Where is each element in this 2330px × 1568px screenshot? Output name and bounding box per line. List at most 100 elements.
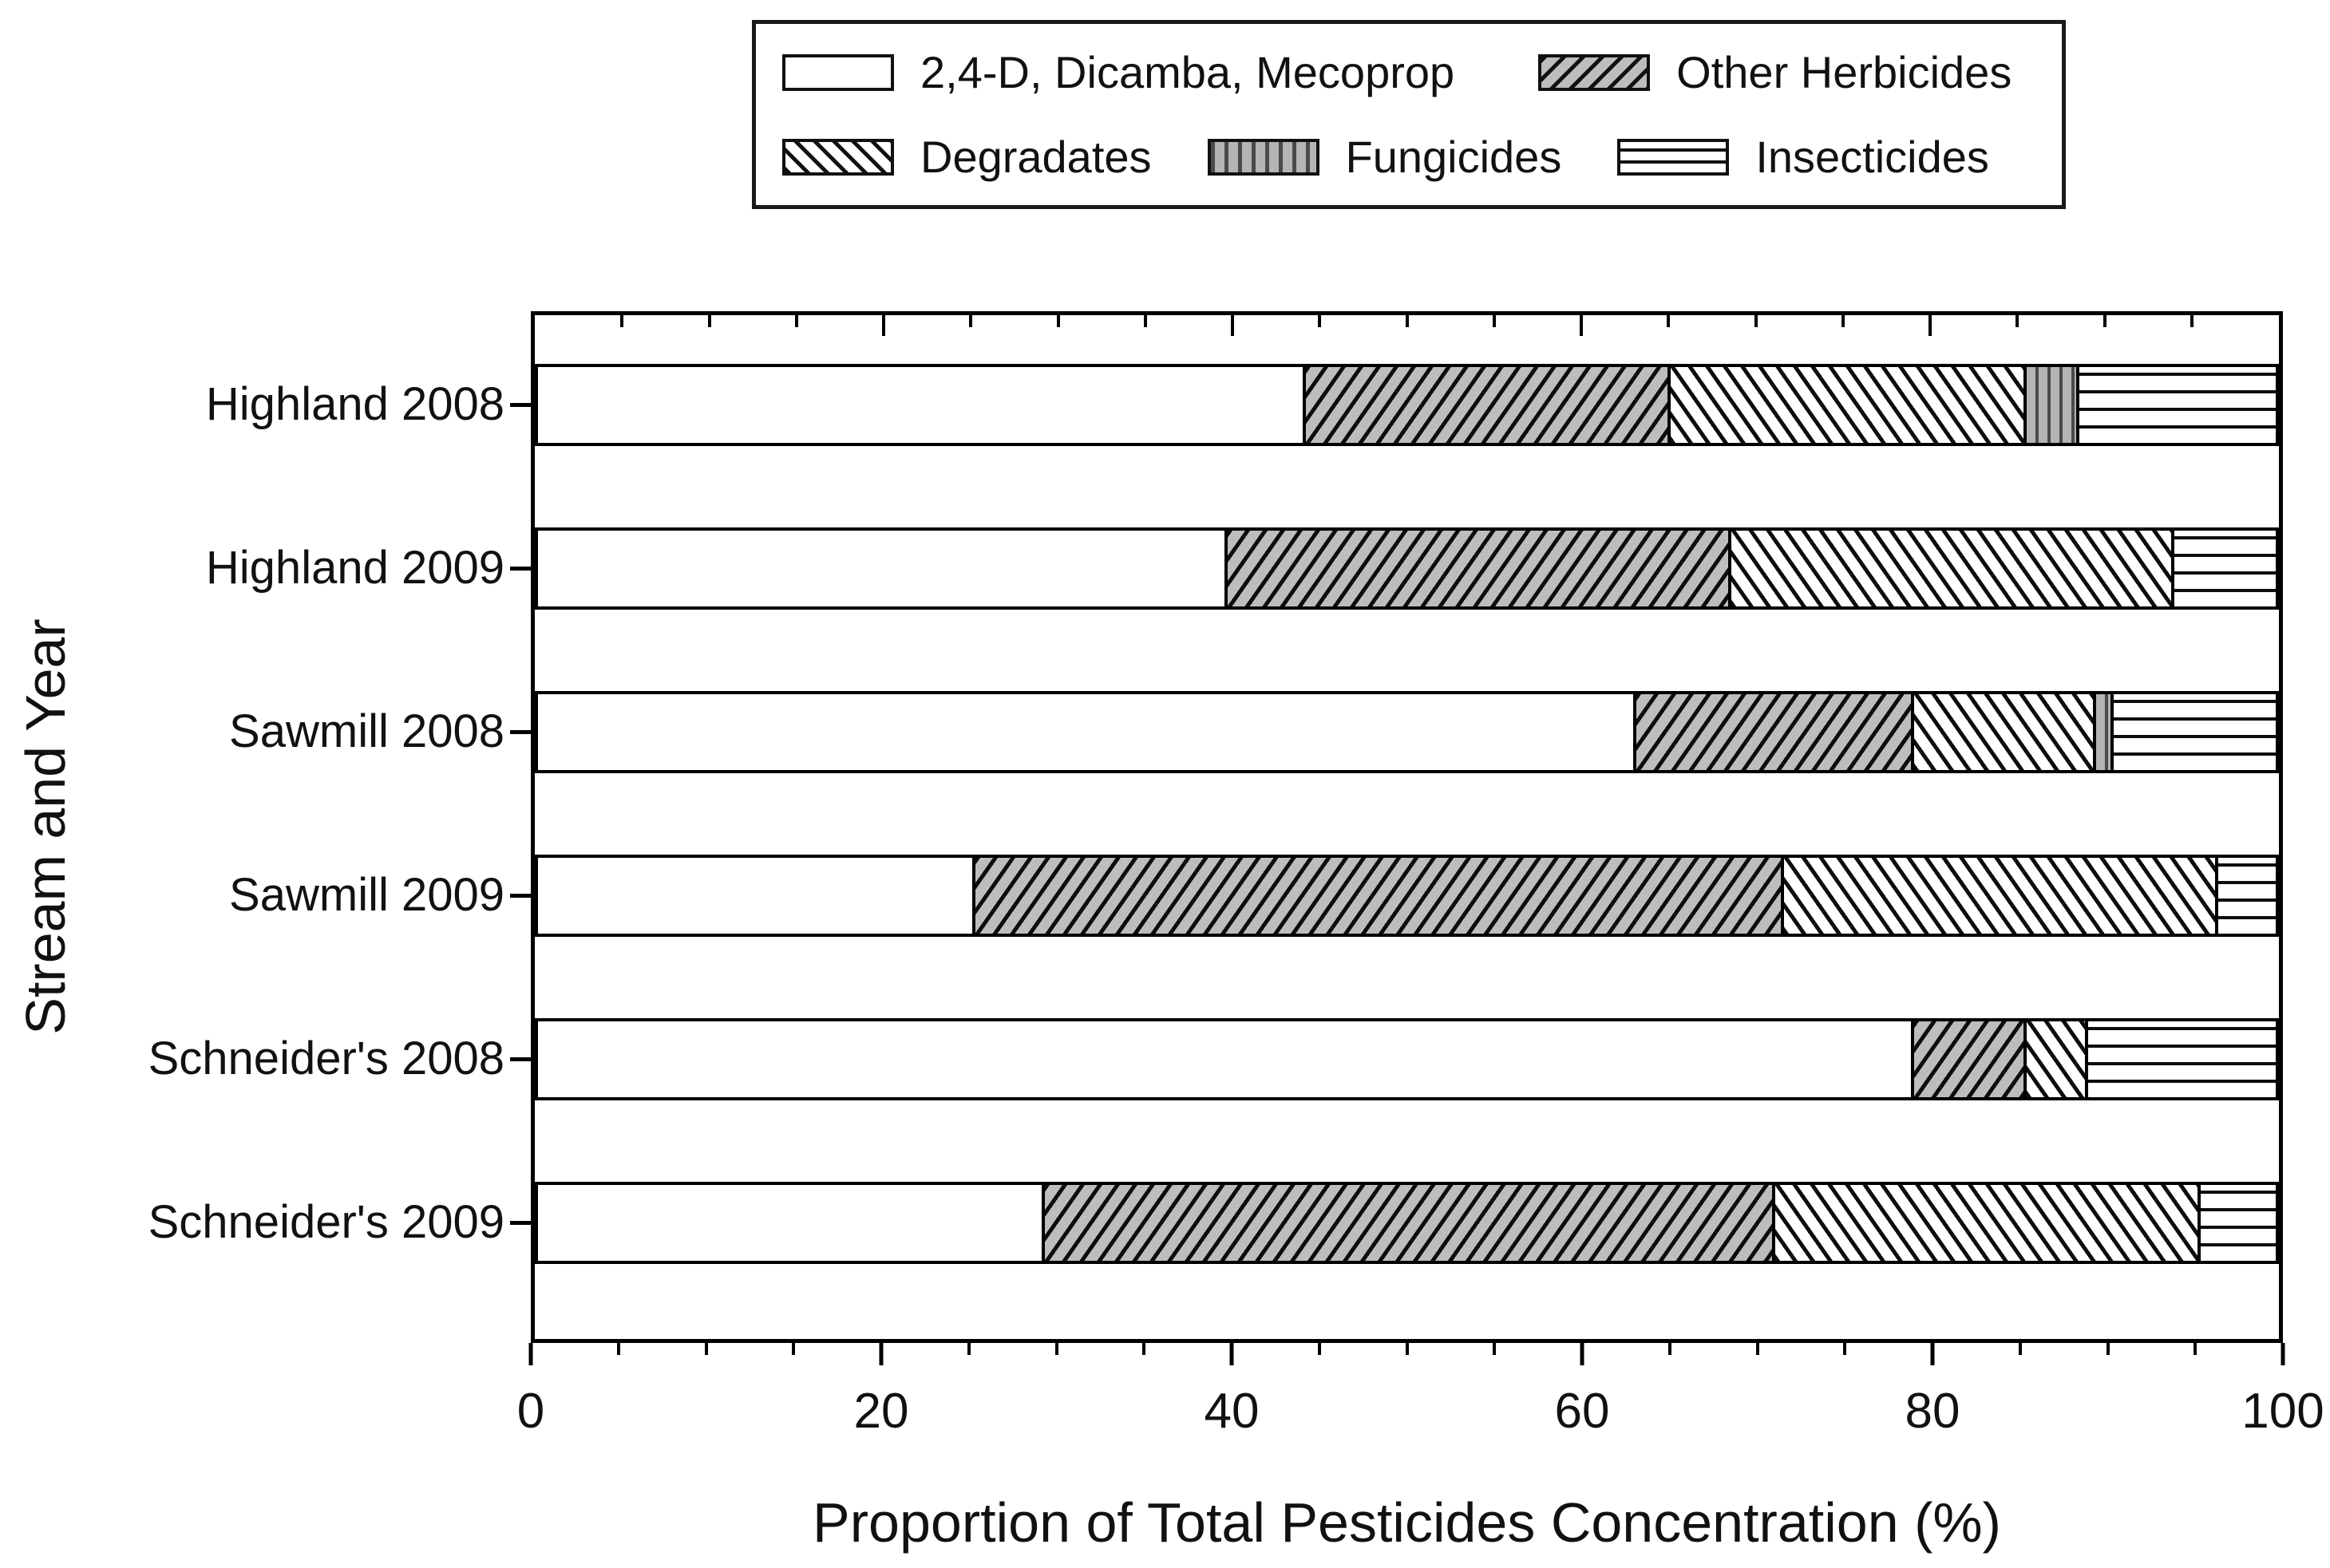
bars-layer xyxy=(535,315,2279,1339)
top-axis-tick xyxy=(1405,315,1409,327)
legend-swatch-other-herbicides xyxy=(1538,53,1651,91)
bar-segment-degradates xyxy=(1910,693,2094,770)
bar-segment-degradates xyxy=(1728,530,2172,606)
bar-segment-2-4-d-dicamba-mecoprop xyxy=(538,530,1224,606)
bar-segment-2-4-d-dicamba-mecoprop xyxy=(538,1021,1911,1097)
top-axis-tick xyxy=(794,315,798,327)
x-axis-tick-label: 0 xyxy=(516,1384,545,1439)
x-axis-tick xyxy=(1843,1343,1847,1355)
x-axis-tick xyxy=(1405,1343,1409,1355)
top-axis-tick xyxy=(1841,315,1845,327)
top-axis-tick xyxy=(1056,315,1060,327)
category-label-schneider-s-2008: Schneider's 2008 xyxy=(148,1033,504,1084)
x-axis-tick xyxy=(1930,1343,1935,1365)
bar-segment-other-herbicides xyxy=(1910,1021,2024,1097)
x-axis-tick xyxy=(2194,1343,2197,1355)
x-axis-tick xyxy=(616,1343,620,1355)
legend-row-1: 2,4-D, Dicamba, Mecoprop Other Herbicide… xyxy=(782,47,2062,97)
x-axis-tick xyxy=(1755,1343,1759,1355)
legend-label-other-herbicides: Other Herbicides xyxy=(1676,47,2012,97)
category-label-highland-2009: Highland 2009 xyxy=(205,542,504,594)
category-label-sawmill-2009: Sawmill 2009 xyxy=(229,869,504,921)
top-axis-tick xyxy=(1143,315,1147,327)
x-axis-tick xyxy=(1142,1343,1146,1355)
legend-label-degradates: Degradates xyxy=(920,132,1152,182)
x-axis-tick xyxy=(967,1343,971,1355)
top-axis-tick xyxy=(969,315,973,327)
x-axis-tick xyxy=(704,1343,708,1355)
bar-sawmill-2009 xyxy=(535,854,2279,937)
bar-segment-insecticides xyxy=(2171,530,2276,606)
bar-segment-other-herbicides xyxy=(972,857,1781,934)
category-label-highland-2008: Highland 2008 xyxy=(205,378,504,430)
x-axis-title: Proportion of Total Pesticides Concentra… xyxy=(813,1491,2001,1554)
x-axis-tick-label: 80 xyxy=(1905,1384,1960,1439)
x-axis-tick-label: 20 xyxy=(853,1384,909,1439)
bar-segment-2-4-d-dicamba-mecoprop xyxy=(538,693,1633,770)
top-axis-tick xyxy=(1231,315,1234,336)
top-axis-tick xyxy=(2103,315,2106,327)
bar-segment-insecticides xyxy=(2214,857,2276,934)
bar-segment-insecticides xyxy=(2110,693,2276,770)
top-axis-tick xyxy=(1580,315,1583,336)
bar-segment-other-herbicides xyxy=(1632,693,1911,770)
y-axis-tick xyxy=(510,402,531,407)
x-axis-tick xyxy=(1317,1343,1321,1355)
bar-segment-other-herbicides xyxy=(1042,1184,1772,1261)
bar-segment-other-herbicides xyxy=(1224,530,1729,606)
bar-segment-insecticides xyxy=(2084,1021,2276,1097)
legend-swatch-24d-dicamba-mecoprop xyxy=(782,53,894,91)
bar-segment-fungicides xyxy=(2023,366,2076,443)
legend-swatch-fungicides xyxy=(1207,138,1319,176)
legend-label-24d-dicamba-mecoprop: 2,4-D, Dicamba, Mecoprop xyxy=(920,47,1455,97)
y-axis-tick xyxy=(510,1220,531,1225)
bar-segment-degradates xyxy=(1667,366,2024,443)
top-axis-tick xyxy=(1318,315,1322,327)
top-axis-tick xyxy=(882,315,885,336)
x-axis-tick-label: 40 xyxy=(1204,1384,1260,1439)
y-axis-title: Stream and Year xyxy=(14,618,77,1035)
bar-segment-2-4-d-dicamba-mecoprop xyxy=(538,1184,1042,1261)
plot-area xyxy=(531,311,2283,1343)
bar-highland-2009 xyxy=(535,527,2279,610)
legend: 2,4-D, Dicamba, Mecoprop Other Herbicide… xyxy=(752,20,2066,209)
top-axis-tick xyxy=(2016,315,2019,327)
bar-segment-degradates xyxy=(2023,1021,2085,1097)
x-axis-tick xyxy=(2018,1343,2022,1355)
y-axis-tick xyxy=(510,729,531,734)
bar-segment-degradates xyxy=(1780,857,2215,934)
x-axis-tick-label: 60 xyxy=(1554,1384,1610,1439)
y-axis-tick xyxy=(510,1057,531,1061)
x-axis-tick xyxy=(792,1343,796,1355)
bar-highland-2008 xyxy=(535,363,2279,446)
x-axis-tick xyxy=(1493,1343,1497,1355)
top-axis-tick xyxy=(707,315,711,327)
bar-segment-fungicides xyxy=(2093,693,2111,770)
top-axis-tick xyxy=(1667,315,1671,327)
top-axis-ticks xyxy=(535,315,2279,1339)
top-axis-tick xyxy=(2190,315,2194,327)
legend-label-fungicides: Fungicides xyxy=(1345,132,1562,182)
x-axis-tick-label: 100 xyxy=(2241,1384,2324,1439)
category-label-schneider-s-2009: Schneider's 2009 xyxy=(148,1196,504,1248)
x-axis-tick xyxy=(528,1343,533,1365)
legend-label-insecticides: Insecticides xyxy=(1755,132,1989,182)
x-axis-tick xyxy=(1054,1343,1058,1355)
x-axis-tick xyxy=(1667,1343,1671,1355)
bar-segment-other-herbicides xyxy=(1302,366,1668,443)
legend-swatch-insecticides xyxy=(1617,138,1730,176)
x-axis-tick xyxy=(2281,1343,2285,1365)
category-label-sawmill-2008: Sawmill 2008 xyxy=(229,705,504,757)
bar-segment-insecticides xyxy=(2197,1184,2276,1261)
x-axis-tick xyxy=(879,1343,884,1365)
bar-segment-insecticides xyxy=(2075,366,2276,443)
y-axis-tick xyxy=(510,566,531,571)
top-axis-tick xyxy=(620,315,624,327)
x-axis-tick xyxy=(2106,1343,2110,1355)
x-axis-tick xyxy=(1580,1343,1584,1365)
top-axis-tick xyxy=(1754,315,1758,327)
legend-row-2: Degradates Fungicides Insecticides xyxy=(782,132,2062,182)
top-axis-tick xyxy=(1928,315,1932,336)
legend-swatch-degradates xyxy=(782,138,894,176)
